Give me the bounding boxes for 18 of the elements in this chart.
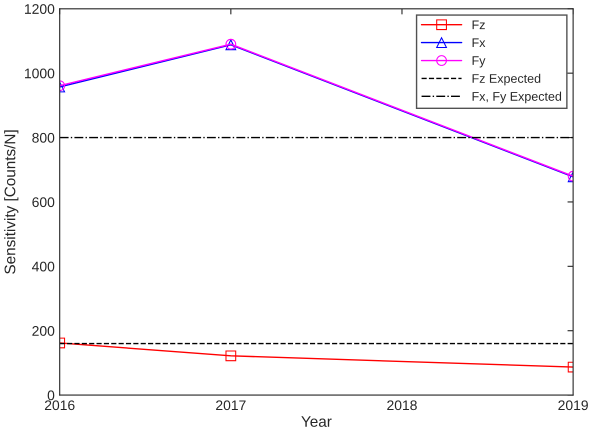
y-tick-label: 600: [32, 197, 54, 208]
legend-label: Fy: [472, 56, 486, 68]
x-axis-title: Year: [301, 416, 332, 427]
x-tick-label: 2016: [44, 400, 75, 410]
y-tick-label: 1200: [25, 4, 54, 14]
y-tick-label: 0: [48, 390, 54, 400]
y-axis-title: Sensitivity [Counts/N]: [4, 130, 18, 274]
y-tick-label: 800: [32, 132, 54, 143]
y-tick-label: 400: [32, 262, 54, 272]
x-tick-label: 2017: [216, 400, 246, 410]
y-tick-label: 200: [32, 326, 54, 336]
legend-label: Fx: [472, 38, 486, 47]
y-tick-label: 1000: [25, 68, 54, 78]
x-tick-label: 2018: [387, 400, 417, 410]
legend-label: Fz: [472, 20, 485, 30]
legend-label: Fx, Fy Expected: [472, 92, 562, 104]
legend-label: Fz Expected: [472, 74, 540, 86]
x-tick-label: 2019: [558, 400, 588, 410]
